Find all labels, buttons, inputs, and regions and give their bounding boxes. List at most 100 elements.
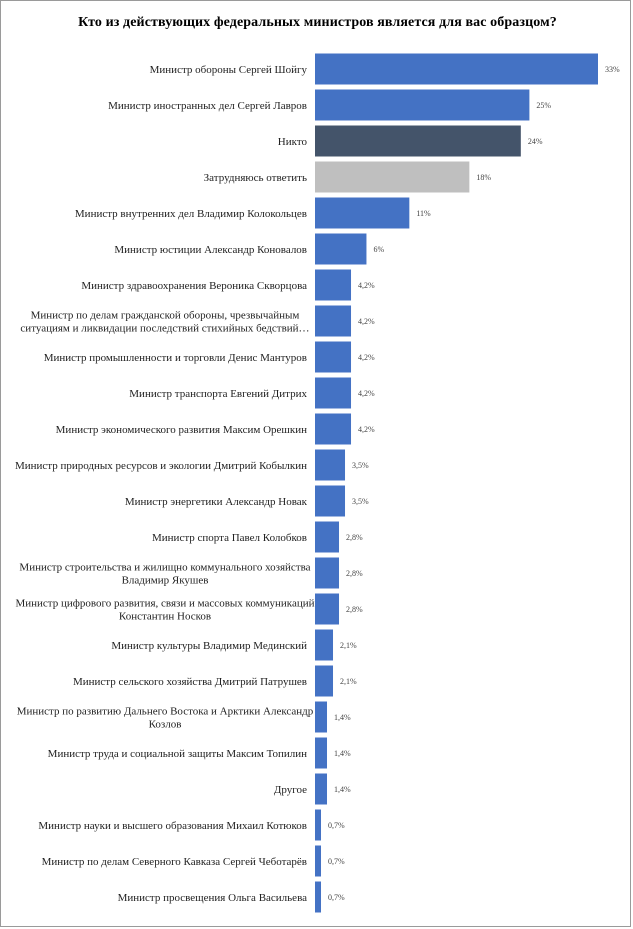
category-label-line: Константин Носков [119, 611, 211, 623]
category-label: Министр юстиции Александр Коновалов [114, 244, 307, 256]
data-label: 1,4% [334, 785, 351, 794]
data-label: 2,8% [346, 605, 363, 614]
category-label: Министр транспорта Евгений Дитрих [129, 388, 307, 400]
data-label: 4,2% [358, 389, 375, 398]
category-label: Министр труда и социальной защиты Максим… [48, 748, 307, 760]
category-label-line: Козлов [149, 719, 182, 731]
bar [315, 737, 328, 769]
bar [315, 449, 346, 481]
data-label: 1,4% [334, 749, 351, 758]
data-label: 2,8% [346, 569, 363, 578]
data-label: 25% [536, 101, 551, 110]
data-label: 0,7% [328, 893, 345, 902]
category-label-line: Министр природных ресурсов и экологии Дм… [15, 460, 307, 472]
category-label: Министр по делам гражданской обороны, чр… [20, 310, 309, 335]
bar [315, 125, 521, 157]
bar [315, 809, 322, 841]
category-label: Министр по делам Северного Кавказа Серге… [42, 856, 307, 868]
category-label: Министр экономического развития Максим О… [56, 424, 307, 436]
category-label: Затрудняюсь ответить [204, 172, 307, 184]
category-label: Министр просвещения Ольга Васильева [118, 892, 308, 904]
bar [315, 305, 352, 337]
category-label: Никто [278, 136, 308, 148]
category-label-line: Никто [278, 136, 308, 148]
category-label-line: Министр сельского хозяйства Дмитрий Патр… [73, 676, 307, 688]
category-label: Министр по развитию Дальнего Востока и А… [17, 706, 314, 731]
data-label: 2,1% [340, 641, 357, 650]
category-label-line: Министр по развитию Дальнего Востока и А… [17, 706, 314, 718]
category-label-line: Министр промышленности и торговли Денис … [44, 352, 307, 364]
data-label: 24% [528, 137, 543, 146]
bar [315, 881, 322, 913]
category-label-line: Министр внутренних дел Владимир Колоколь… [75, 208, 307, 220]
data-label: 11% [416, 209, 431, 218]
data-label: 2,1% [340, 677, 357, 686]
bar [315, 845, 322, 877]
data-label: 4,2% [358, 281, 375, 290]
category-label: Министр энергетики Александр Новак [125, 496, 308, 508]
data-label: 3,5% [352, 497, 369, 506]
category-label-line: Министр цифрового развития, связи и масс… [15, 598, 314, 610]
bar [315, 341, 352, 373]
category-label: Министр науки и высшего образования Миха… [38, 820, 307, 832]
data-label: 0,7% [328, 857, 345, 866]
data-label: 18% [476, 173, 491, 182]
category-label-line: Затрудняюсь ответить [204, 172, 307, 184]
category-label-line: Владимир Якушев [122, 575, 209, 587]
category-label: Министр цифрового развития, связи и масс… [15, 598, 314, 623]
bar [315, 161, 470, 193]
category-label-line: Министр строительства и жилищно коммунал… [19, 562, 310, 574]
bar [315, 197, 410, 229]
bar [315, 629, 334, 661]
category-label: Министр промышленности и торговли Денис … [44, 352, 307, 364]
category-label-line: Министр обороны Сергей Шойгу [150, 64, 308, 76]
bar [315, 701, 328, 733]
category-label: Министр внутренних дел Владимир Колоколь… [75, 208, 307, 220]
bar [315, 521, 340, 553]
category-label-line: Министр энергетики Александр Новак [125, 496, 308, 508]
chart-title: Кто из действующих федеральных министров… [78, 15, 557, 30]
bar [315, 89, 530, 121]
bar [315, 53, 598, 85]
category-label-line: Министр юстиции Александр Коновалов [114, 244, 307, 256]
bar [315, 233, 367, 265]
data-label: 6% [373, 245, 384, 254]
category-label: Министр обороны Сергей Шойгу [150, 64, 308, 76]
bar [315, 557, 340, 589]
category-label: Министр спорта Павел Колобков [152, 532, 307, 544]
data-label: 0,7% [328, 821, 345, 830]
bar [315, 773, 328, 805]
bar [315, 413, 352, 445]
category-label: Министр иностранных дел Сергей Лавров [108, 100, 307, 112]
category-label-line: Министр по делам Северного Кавказа Серге… [42, 856, 307, 868]
category-label-line: Министр просвещения Ольга Васильева [118, 892, 308, 904]
category-label-line: Другое [274, 784, 307, 796]
category-label-line: Министр культуры Владимир Мединский [111, 640, 307, 652]
category-label-line: Министр труда и социальной защиты Максим… [48, 748, 307, 760]
category-label: Министр природных ресурсов и экологии Дм… [15, 460, 307, 472]
data-label: 1,4% [334, 713, 351, 722]
data-label: 4,2% [358, 317, 375, 326]
category-label-line: ситуациям и ликвидации последствий стихи… [20, 323, 309, 335]
category-label-line: Министр спорта Павел Колобков [152, 532, 307, 544]
data-label: 2,8% [346, 533, 363, 542]
bar [315, 269, 352, 301]
category-label: Другое [274, 784, 307, 796]
bar [315, 593, 340, 625]
category-label-line: Министр экономического развития Максим О… [56, 424, 307, 436]
category-label-line: Министр здравоохранения Вероника Скворцо… [81, 280, 307, 292]
category-label: Министр здравоохранения Вероника Скворцо… [81, 280, 307, 292]
category-label: Министр строительства и жилищно коммунал… [19, 562, 310, 587]
category-label: Министр культуры Владимир Мединский [111, 640, 307, 652]
category-label: Министр сельского хозяйства Дмитрий Патр… [73, 676, 307, 688]
data-label: 4,2% [358, 353, 375, 362]
category-label-line: Министр науки и высшего образования Миха… [38, 820, 307, 832]
bar [315, 377, 352, 409]
bar [315, 665, 334, 697]
data-label: 4,2% [358, 425, 375, 434]
category-label-line: Министр по делам гражданской обороны, чр… [31, 310, 300, 322]
category-label-line: Министр иностранных дел Сергей Лавров [108, 100, 307, 112]
data-label: 33% [605, 65, 620, 74]
